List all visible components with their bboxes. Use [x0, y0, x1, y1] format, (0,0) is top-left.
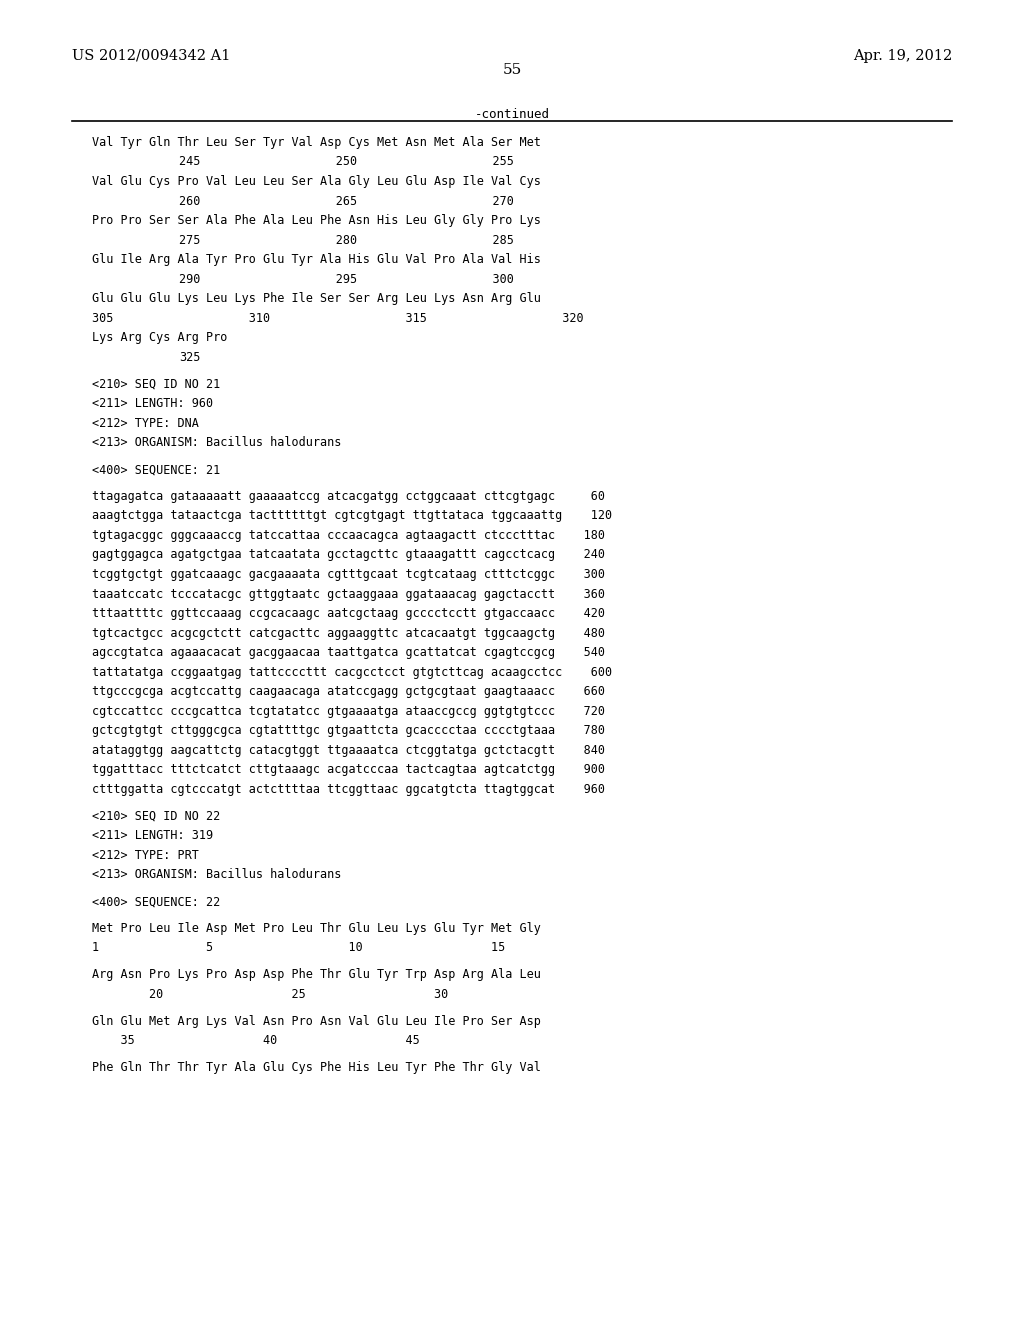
Text: Arg Asn Pro Lys Pro Asp Asp Phe Thr Glu Tyr Trp Asp Arg Ala Leu: Arg Asn Pro Lys Pro Asp Asp Phe Thr Glu … [92, 969, 541, 981]
Text: cgtccattcc cccgcattca tcgtatatcc gtgaaaatga ataaccgccg ggtgtgtccc    720: cgtccattcc cccgcattca tcgtatatcc gtgaaaa… [92, 705, 605, 718]
Text: tattatatga ccggaatgag tattccccttt cacgcctcct gtgtcttcag acaagcctcc    600: tattatatga ccggaatgag tattccccttt cacgcc… [92, 665, 612, 678]
Text: tttaattttc ggttccaaag ccgcacaagc aatcgctaag gcccctcctt gtgaccaacc    420: tttaattttc ggttccaaag ccgcacaagc aatcgct… [92, 607, 605, 620]
Text: <400> SEQUENCE: 22: <400> SEQUENCE: 22 [92, 895, 220, 908]
Text: ttagagatca gataaaaatt gaaaaatccg atcacgatgg cctggcaaat cttcgtgagc     60: ttagagatca gataaaaatt gaaaaatccg atcacga… [92, 490, 605, 503]
Text: Gln Glu Met Arg Lys Val Asn Pro Asn Val Glu Leu Ile Pro Ser Asp: Gln Glu Met Arg Lys Val Asn Pro Asn Val … [92, 1015, 541, 1027]
Text: tcggtgctgt ggatcaaagc gacgaaaata cgtttgcaat tcgtcataag ctttctcggc    300: tcggtgctgt ggatcaaagc gacgaaaata cgtttgc… [92, 568, 605, 581]
Text: Apr. 19, 2012: Apr. 19, 2012 [853, 49, 952, 63]
Text: Val Tyr Gln Thr Leu Ser Tyr Val Asp Cys Met Asn Met Ala Ser Met: Val Tyr Gln Thr Leu Ser Tyr Val Asp Cys … [92, 136, 541, 149]
Text: 275                   280                   285: 275 280 285 [179, 234, 514, 247]
Text: aaagtctgga tataactcga tacttttttgt cgtcgtgagt ttgttataca tggcaaattg    120: aaagtctgga tataactcga tacttttttgt cgtcgt… [92, 510, 612, 523]
Text: <211> LENGTH: 960: <211> LENGTH: 960 [92, 397, 213, 411]
Text: atataggtgg aagcattctg catacgtggt ttgaaaatca ctcggtatga gctctacgtt    840: atataggtgg aagcattctg catacgtggt ttgaaaa… [92, 744, 605, 756]
Text: 35                  40                  45: 35 40 45 [92, 1034, 420, 1047]
Text: 55: 55 [503, 63, 521, 78]
Text: agccgtatca agaaacacat gacggaacaa taattgatca gcattatcat cgagtccgcg    540: agccgtatca agaaacacat gacggaacaa taattga… [92, 647, 605, 659]
Text: -continued: -continued [474, 108, 550, 121]
Text: ctttggatta cgtcccatgt actcttttaa ttcggttaac ggcatgtcta ttagtggcat    960: ctttggatta cgtcccatgt actcttttaa ttcggtt… [92, 783, 605, 796]
Text: <213> ORGANISM: Bacillus halodurans: <213> ORGANISM: Bacillus halodurans [92, 869, 342, 882]
Text: <210> SEQ ID NO 21: <210> SEQ ID NO 21 [92, 378, 220, 391]
Text: US 2012/0094342 A1: US 2012/0094342 A1 [72, 49, 230, 63]
Text: 1               5                   10                  15: 1 5 10 15 [92, 941, 506, 954]
Text: gctcgtgtgt cttgggcgca cgtattttgc gtgaattcta gcacccctaa cccctgtaaa    780: gctcgtgtgt cttgggcgca cgtattttgc gtgaatt… [92, 725, 605, 738]
Text: Glu Glu Glu Lys Leu Lys Phe Ile Ser Ser Arg Leu Lys Asn Arg Glu: Glu Glu Glu Lys Leu Lys Phe Ile Ser Ser … [92, 292, 541, 305]
Text: Glu Ile Arg Ala Tyr Pro Glu Tyr Ala His Glu Val Pro Ala Val His: Glu Ile Arg Ala Tyr Pro Glu Tyr Ala His … [92, 253, 541, 267]
Text: <212> TYPE: DNA: <212> TYPE: DNA [92, 417, 199, 430]
Text: Pro Pro Ser Ser Ala Phe Ala Leu Phe Asn His Leu Gly Gly Pro Lys: Pro Pro Ser Ser Ala Phe Ala Leu Phe Asn … [92, 214, 541, 227]
Text: Val Glu Cys Pro Val Leu Leu Ser Ala Gly Leu Glu Asp Ile Val Cys: Val Glu Cys Pro Val Leu Leu Ser Ala Gly … [92, 176, 541, 187]
Text: <212> TYPE: PRT: <212> TYPE: PRT [92, 849, 199, 862]
Text: tgtcactgcc acgcgctctt catcgacttc aggaaggttc atcacaatgt tggcaagctg    480: tgtcactgcc acgcgctctt catcgacttc aggaagg… [92, 627, 605, 640]
Text: <400> SEQUENCE: 21: <400> SEQUENCE: 21 [92, 463, 220, 477]
Text: 325: 325 [179, 351, 201, 364]
Text: 260                   265                   270: 260 265 270 [179, 194, 514, 207]
Text: Met Pro Leu Ile Asp Met Pro Leu Thr Glu Leu Lys Glu Tyr Met Gly: Met Pro Leu Ile Asp Met Pro Leu Thr Glu … [92, 921, 541, 935]
Text: tggatttacc tttctcatct cttgtaaagc acgatcccaa tactcagtaa agtcatctgg    900: tggatttacc tttctcatct cttgtaaagc acgatcc… [92, 763, 605, 776]
Text: 245                   250                   255: 245 250 255 [179, 156, 514, 169]
Text: <211> LENGTH: 319: <211> LENGTH: 319 [92, 829, 213, 842]
Text: ttgcccgcga acgtccattg caagaacaga atatccgagg gctgcgtaat gaagtaaacc    660: ttgcccgcga acgtccattg caagaacaga atatccg… [92, 685, 605, 698]
Text: 305                   310                   315                   320: 305 310 315 320 [92, 312, 584, 325]
Text: <210> SEQ ID NO 22: <210> SEQ ID NO 22 [92, 809, 220, 822]
Text: Phe Gln Thr Thr Tyr Ala Glu Cys Phe His Leu Tyr Phe Thr Gly Val: Phe Gln Thr Thr Tyr Ala Glu Cys Phe His … [92, 1061, 541, 1074]
Text: <213> ORGANISM: Bacillus halodurans: <213> ORGANISM: Bacillus halodurans [92, 437, 342, 449]
Text: 20                  25                  30: 20 25 30 [92, 987, 449, 1001]
Text: tgtagacggc gggcaaaccg tatccattaa cccaacagca agtaagactt ctccctttac    180: tgtagacggc gggcaaaccg tatccattaa cccaaca… [92, 529, 605, 543]
Text: 290                   295                   300: 290 295 300 [179, 273, 514, 285]
Text: gagtggagca agatgctgaa tatcaatata gcctagcttc gtaaagattt cagcctcacg    240: gagtggagca agatgctgaa tatcaatata gcctagc… [92, 549, 605, 561]
Text: taaatccatc tcccatacgc gttggtaatc gctaaggaaa ggataaacag gagctacctt    360: taaatccatc tcccatacgc gttggtaatc gctaagg… [92, 587, 605, 601]
Text: Lys Arg Cys Arg Pro: Lys Arg Cys Arg Pro [92, 331, 227, 345]
